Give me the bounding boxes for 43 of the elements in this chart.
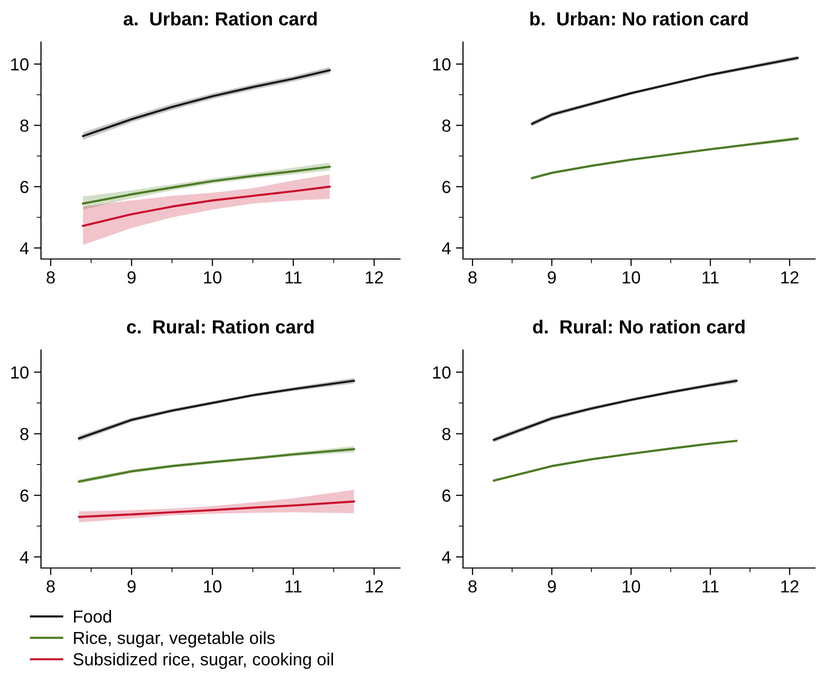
- x-tick-label: 11: [702, 580, 719, 592]
- y-tick-label: 8: [442, 120, 450, 132]
- chart-title: d. Rural: No ration card: [532, 320, 745, 334]
- chart-title: b. Urban: No ration card: [530, 12, 748, 26]
- x-tick-label: 11: [286, 271, 302, 284]
- chart-title: c. Rural: Ration card: [126, 320, 314, 334]
- x-tick-label: 12: [366, 580, 383, 592]
- y-tick-label: 10: [11, 366, 29, 379]
- y-tick-label: 6: [20, 490, 28, 502]
- x-tick-label: 9: [548, 271, 556, 284]
- y-tick-label: 6: [442, 180, 450, 194]
- x-tick-label: 9: [128, 580, 136, 593]
- y-tick-label: 6: [442, 490, 450, 502]
- y-tick-label: 8: [20, 428, 28, 440]
- legend-label: Subsidized rice, sugar, cooking oil: [73, 652, 333, 669]
- x-tick-label: 9: [548, 580, 556, 593]
- y-tick-label: 10: [433, 58, 451, 71]
- y-tick-label: 4: [20, 551, 29, 564]
- x-tick-label: 10: [622, 580, 640, 593]
- x-tick-label: 10: [204, 271, 222, 284]
- y-tick-label: 8: [20, 120, 28, 132]
- x-tick-label: 11: [702, 271, 719, 284]
- y-tick-label: 8: [442, 428, 450, 440]
- y-tick-label: 4: [20, 242, 29, 254]
- y-tick-label: 4: [442, 242, 451, 254]
- x-tick-label: 12: [781, 271, 798, 284]
- y-tick-label: 10: [11, 58, 29, 71]
- y-tick-label: 6: [20, 180, 28, 194]
- y-tick-label: 4: [442, 551, 451, 564]
- x-tick-label: 8: [46, 271, 55, 284]
- legend-label: Rice, sugar, vegetable oils: [74, 631, 275, 648]
- legend-label: Food: [74, 610, 112, 623]
- x-tick-label: 9: [128, 271, 136, 284]
- x-tick-label: 12: [366, 271, 383, 284]
- chart-title: a. Urban: Ration card: [124, 12, 317, 26]
- x-tick-label: 8: [468, 271, 477, 284]
- x-tick-label: 11: [286, 580, 302, 592]
- x-tick-label: 12: [781, 580, 798, 592]
- y-tick-label: 10: [433, 366, 451, 379]
- x-tick-label: 8: [468, 580, 477, 593]
- x-tick-label: 8: [46, 580, 55, 593]
- x-tick-label: 10: [622, 271, 640, 284]
- x-tick-label: 10: [204, 580, 222, 593]
